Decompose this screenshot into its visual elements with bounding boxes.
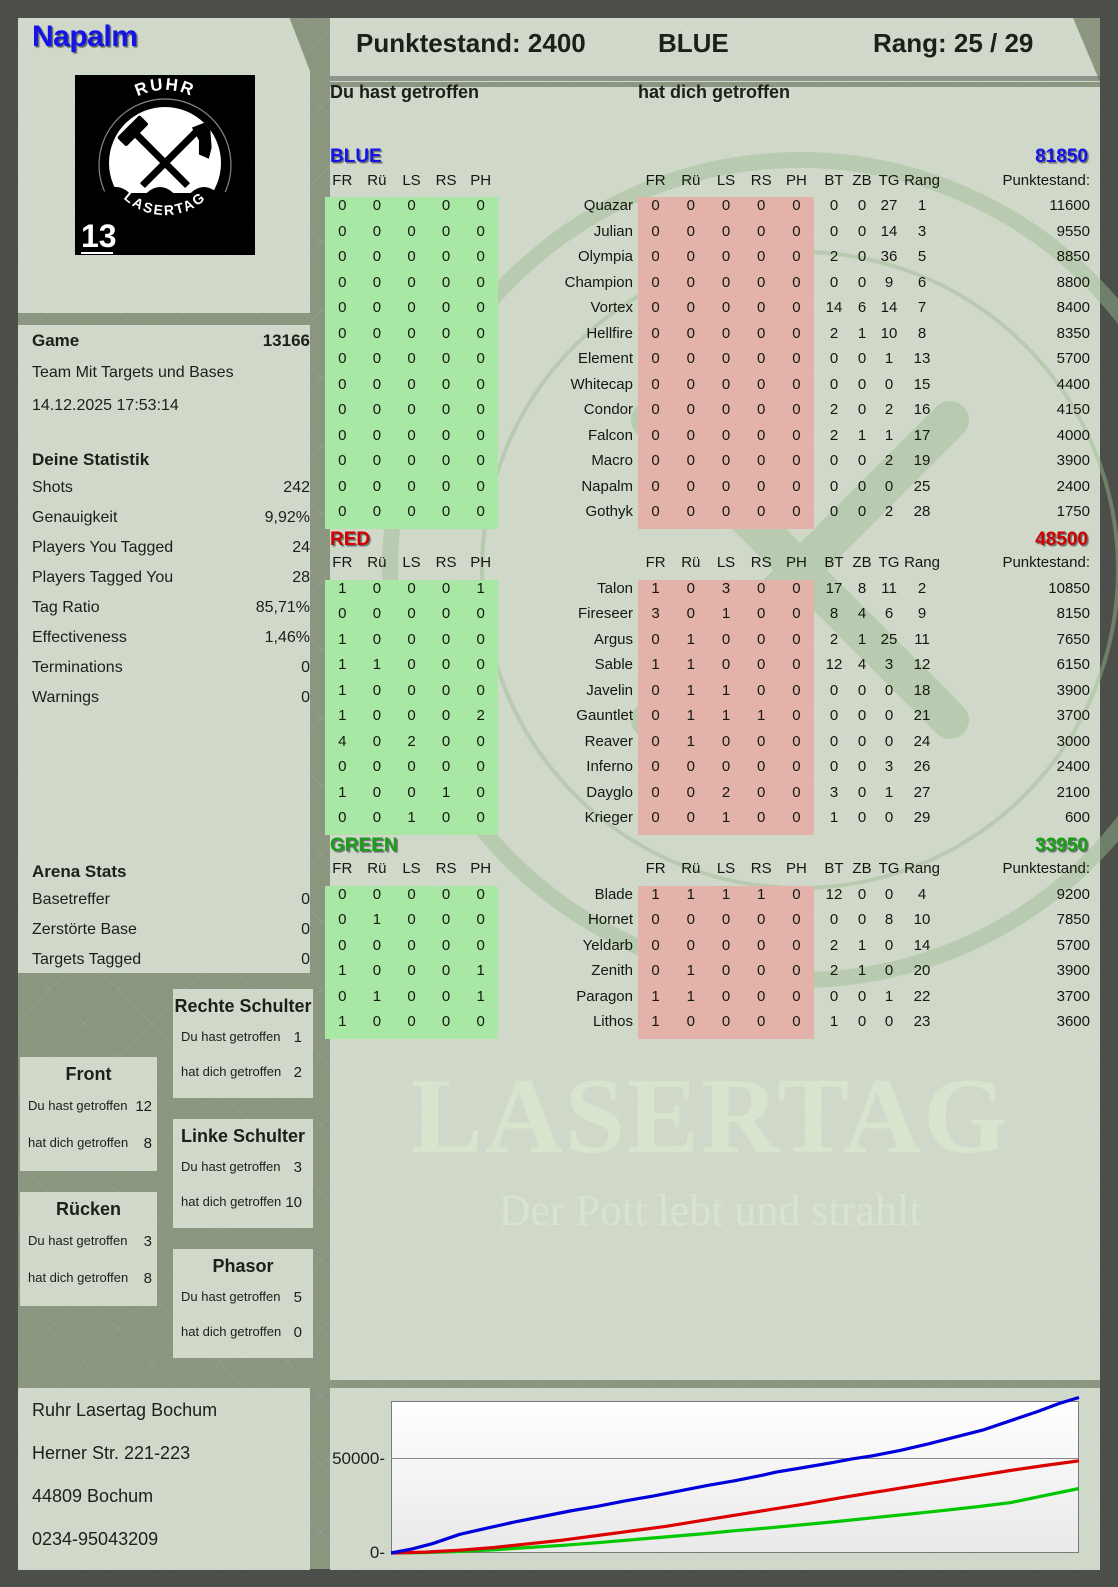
- svg-text:13: 13: [81, 218, 117, 254]
